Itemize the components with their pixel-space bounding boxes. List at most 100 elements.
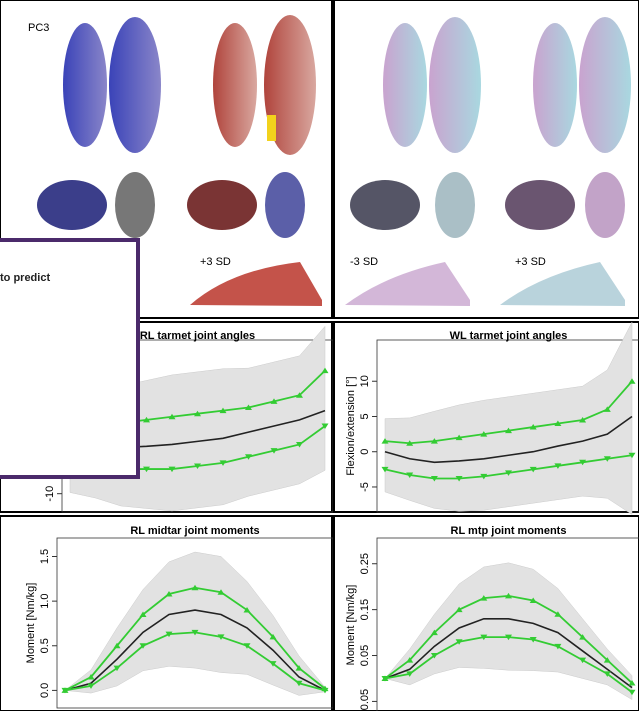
plot-frame <box>376 537 639 711</box>
point-marker <box>321 367 329 374</box>
chart-title: RL mtp joint moments <box>451 525 567 537</box>
point-marker <box>628 378 636 384</box>
point-marker <box>406 440 414 446</box>
y-axis-label: Moment [Nm/kg] <box>25 583 37 664</box>
point-marker <box>505 427 512 434</box>
foot-scan <box>37 180 107 230</box>
point-marker <box>87 683 95 689</box>
point-marker <box>165 590 173 597</box>
foot-scan <box>505 180 575 230</box>
point-marker <box>269 661 277 667</box>
point-marker <box>455 476 463 482</box>
foot-scan <box>115 172 155 238</box>
point-marker <box>554 611 562 617</box>
point-marker <box>628 680 636 686</box>
point-marker <box>296 392 303 398</box>
series-line <box>384 618 633 689</box>
point-marker <box>191 629 199 636</box>
point-marker <box>243 607 251 613</box>
series-line <box>64 609 326 692</box>
point-marker <box>628 452 636 459</box>
foot-scan <box>265 172 305 238</box>
point-marker <box>381 438 389 444</box>
point-marker <box>430 653 438 659</box>
trial-envelope <box>384 321 633 515</box>
y-tick-label: 1.5 <box>39 549 51 564</box>
point-marker <box>243 643 251 649</box>
point-marker <box>480 634 488 641</box>
foot-scan <box>109 17 161 153</box>
point-marker <box>603 406 611 412</box>
point-marker <box>455 434 463 441</box>
point-marker <box>295 665 303 671</box>
point-marker <box>603 456 611 462</box>
point-marker <box>505 634 512 641</box>
point-marker <box>296 441 303 448</box>
point-marker <box>321 687 329 694</box>
chart-title: RL tarmet joint angles <box>140 330 255 342</box>
y-tick-label: 0.05 <box>359 645 371 666</box>
point-marker <box>406 671 414 677</box>
point-marker <box>194 463 201 469</box>
point-marker <box>628 689 636 696</box>
point-marker <box>381 466 389 473</box>
point-marker <box>455 639 463 645</box>
point-marker <box>480 431 488 437</box>
y-tick-label: 0.15 <box>359 599 371 620</box>
y-tick-label: 5 <box>359 413 371 419</box>
point-marker <box>270 448 278 454</box>
y-tick-label: 0.0 <box>39 683 51 698</box>
foot-scan <box>585 172 625 238</box>
sd-label: -3 SD <box>350 256 378 268</box>
point-marker <box>579 459 587 466</box>
foot-scan <box>187 180 257 230</box>
point-marker <box>217 589 225 595</box>
y-axis-label: Moment [Nm/kg] <box>345 585 357 666</box>
point-marker <box>579 634 587 640</box>
point-marker <box>143 416 150 423</box>
sd-label: +3 SD <box>200 256 231 268</box>
point-marker <box>381 675 389 682</box>
point-marker <box>143 466 150 473</box>
point-marker <box>245 404 252 411</box>
overlay-card: to predict <box>0 238 140 479</box>
point-marker <box>430 476 438 482</box>
y-tick-label: -10 <box>44 486 56 502</box>
y-tick-label: -0.05 <box>359 689 371 711</box>
point-marker <box>603 657 611 663</box>
foot-scan <box>500 262 625 306</box>
point-marker <box>406 657 414 663</box>
point-marker <box>168 466 176 473</box>
pc-label: PC3 <box>28 22 49 34</box>
foot-scan <box>190 262 322 306</box>
plot-frame <box>376 339 639 513</box>
point-marker <box>270 398 278 404</box>
point-marker <box>505 470 512 476</box>
sd-label: +3 SD <box>515 256 546 268</box>
y-tick-label: 1.0 <box>39 593 51 608</box>
foot-scan <box>533 23 577 147</box>
point-marker <box>579 417 587 423</box>
y-tick-label: 0.25 <box>359 553 371 574</box>
point-marker <box>529 597 537 603</box>
point-marker <box>219 407 227 414</box>
y-tick-label: 0 <box>359 449 371 455</box>
foot-scan <box>345 262 470 306</box>
overlay-box <box>0 238 140 479</box>
point-marker <box>194 410 201 417</box>
point-marker <box>113 642 121 649</box>
foot-panels: PC3 +3 SD -3 SD +3 SD <box>0 0 639 319</box>
point-marker <box>430 438 438 444</box>
point-marker <box>113 665 121 672</box>
foot-scan <box>435 172 475 238</box>
point-marker <box>505 592 512 599</box>
chart-title: RL midtar joint moments <box>130 525 259 537</box>
point-marker <box>295 680 303 687</box>
point-marker <box>61 687 69 694</box>
foot-scan <box>579 17 631 153</box>
y-tick-label: 0.5 <box>39 638 51 653</box>
point-marker <box>321 423 329 429</box>
point-marker <box>480 595 488 601</box>
chart-title: WL tarmet joint angles <box>450 330 568 342</box>
point-marker <box>603 671 611 677</box>
